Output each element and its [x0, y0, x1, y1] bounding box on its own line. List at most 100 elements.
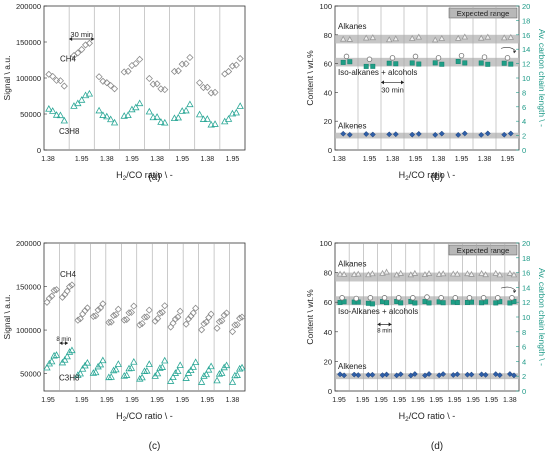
ch4-marker	[83, 304, 91, 312]
y-right-tick-label: 12	[522, 60, 530, 69]
isoalkanes-marker	[508, 61, 514, 67]
ch4-marker	[238, 313, 246, 321]
y-tick-label: 40	[324, 328, 332, 337]
ch4-marker	[81, 307, 89, 315]
x-tick-label: 1.95	[226, 156, 240, 163]
alkenes-marker	[461, 130, 468, 137]
c3h8-marker	[135, 99, 144, 107]
ch4-marker	[45, 70, 53, 78]
alkanes-marker	[415, 33, 423, 40]
chain-length-marker	[410, 295, 416, 301]
y-right-tick-label: 20	[522, 239, 530, 248]
y-tick-label: 50000	[20, 370, 41, 379]
ch4-marker	[68, 281, 76, 289]
c3h8-marker	[130, 357, 138, 365]
panel-c: 50000 100000 150000 200000 Signal \ a.u. 1.95…	[2, 239, 246, 452]
ch4-marker	[89, 312, 97, 320]
right-axis-arrow	[500, 286, 517, 292]
c3h8-marker	[125, 364, 133, 372]
alkenes-marker	[346, 131, 353, 138]
alkanes-marker	[477, 34, 485, 41]
isoalkanes-marker	[479, 300, 485, 306]
alkenes-marker	[363, 131, 370, 137]
alkenes-marker	[369, 371, 376, 378]
ch4-marker	[103, 79, 111, 87]
ch4-marker	[123, 315, 131, 324]
alkanes-marker	[482, 271, 489, 278]
alkanes-marker	[354, 270, 362, 277]
c3h8-marker	[99, 111, 107, 118]
isoalkanes-marker	[412, 300, 418, 306]
ch4-marker	[85, 39, 93, 47]
isoalkanes-marker	[462, 60, 468, 66]
x-tick-label: 1.95	[485, 397, 499, 404]
x-tick-label: 1.95	[466, 397, 480, 404]
y-right-tick-label: 10	[522, 74, 530, 83]
expected-range-label: Expected range	[457, 9, 510, 18]
ch4-marker	[78, 45, 86, 54]
x-tick-label: 1.95	[455, 156, 469, 163]
chain-length-marker	[480, 295, 487, 301]
ch4-marker	[120, 68, 128, 76]
alkenes-marker	[492, 371, 499, 378]
chain-length-marker	[504, 55, 511, 61]
ch4-marker	[192, 304, 200, 312]
c3h8-marker	[145, 107, 154, 115]
ch4-marker	[236, 314, 244, 322]
y-right-tick-label: 16	[522, 31, 530, 40]
c3h8-marker	[222, 361, 231, 369]
alkenes-marker	[440, 371, 447, 378]
alkenes-marker	[355, 372, 362, 379]
alkanes-marker	[431, 36, 439, 43]
c3h8-marker	[174, 367, 182, 374]
chain-length-marker	[389, 55, 396, 61]
alkanes-marker	[439, 270, 447, 277]
alkenes-marker	[484, 130, 491, 137]
y-right-tick-label: 4	[522, 117, 526, 126]
isoalkanes-marker	[439, 61, 445, 67]
panel-caption: (d)	[431, 441, 443, 452]
ch4-marker	[218, 317, 226, 325]
c3h8-marker	[232, 108, 240, 116]
x-tick-label: 1.95	[393, 397, 407, 404]
ch4-marker	[207, 89, 215, 97]
chain-length-marker	[495, 295, 501, 301]
isoalkanes-marker	[483, 299, 489, 305]
c3h8-marker	[92, 368, 100, 376]
alkenes-marker	[482, 371, 489, 378]
x-tick-label: 1.95	[411, 397, 425, 404]
alkanes-marker	[450, 270, 457, 277]
alkenes-marker	[415, 130, 422, 137]
ch4-marker	[184, 315, 193, 323]
c3h8-marker	[176, 361, 184, 369]
c3h8-marker	[213, 376, 221, 384]
c3h8-marker	[76, 369, 84, 377]
alkenes-marker	[409, 131, 416, 138]
alkanes-marker	[507, 33, 515, 40]
alkanes-label: Alkanes	[338, 260, 366, 269]
alkanes-marker	[425, 270, 433, 276]
y-right-tick-label: 16	[522, 269, 530, 278]
ch4-marker	[220, 311, 228, 319]
interval-label: 8 min	[377, 328, 392, 334]
isoalkanes-marker	[450, 299, 456, 305]
alkenes-marker	[365, 371, 372, 378]
expected-range-band	[335, 272, 519, 282]
arrow-icon	[513, 50, 516, 54]
x-tick-label: 1.95	[363, 156, 377, 163]
alkenes-marker	[454, 371, 461, 378]
ch4-marker	[50, 286, 58, 295]
alkanes-marker	[468, 270, 475, 277]
ch4-marker	[211, 88, 219, 96]
ch4-marker	[196, 79, 204, 87]
c3h8-marker	[145, 360, 153, 367]
c3h8-marker	[170, 114, 179, 122]
y-tick-label: 100000	[16, 326, 41, 335]
c3h8-marker	[74, 99, 82, 107]
ch4-marker	[138, 319, 146, 328]
interval-arrows-icon	[69, 37, 95, 41]
c3h8-marker	[96, 360, 105, 368]
x-tick-label: 1.38	[201, 156, 215, 163]
c3h8-label: C3H8	[59, 374, 80, 383]
